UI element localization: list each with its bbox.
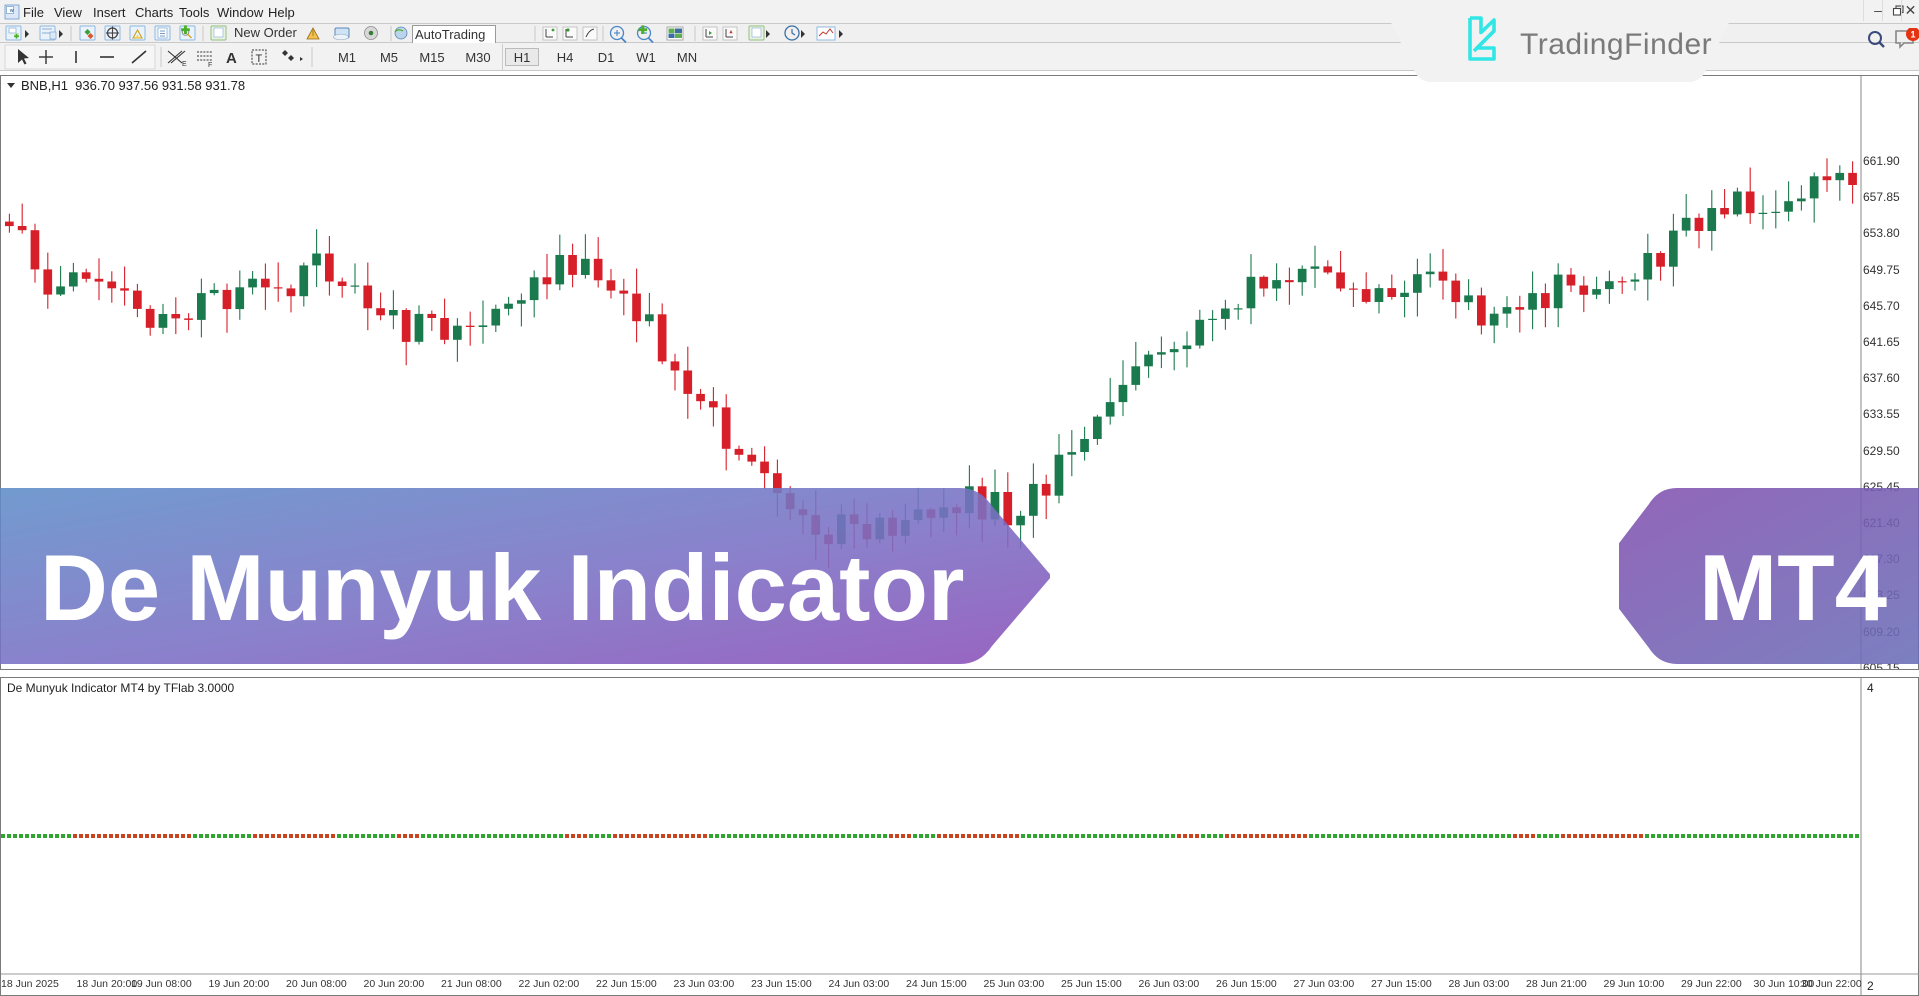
svg-text:A: A: [226, 50, 237, 67]
svg-text:E: E: [182, 61, 187, 68]
svg-text:MT4: MT4: [1699, 535, 1887, 640]
svg-text:De Munyuk Indicator: De Munyuk Indicator: [40, 535, 964, 640]
svg-text:T: T: [256, 53, 263, 65]
svg-text:F: F: [208, 62, 212, 69]
